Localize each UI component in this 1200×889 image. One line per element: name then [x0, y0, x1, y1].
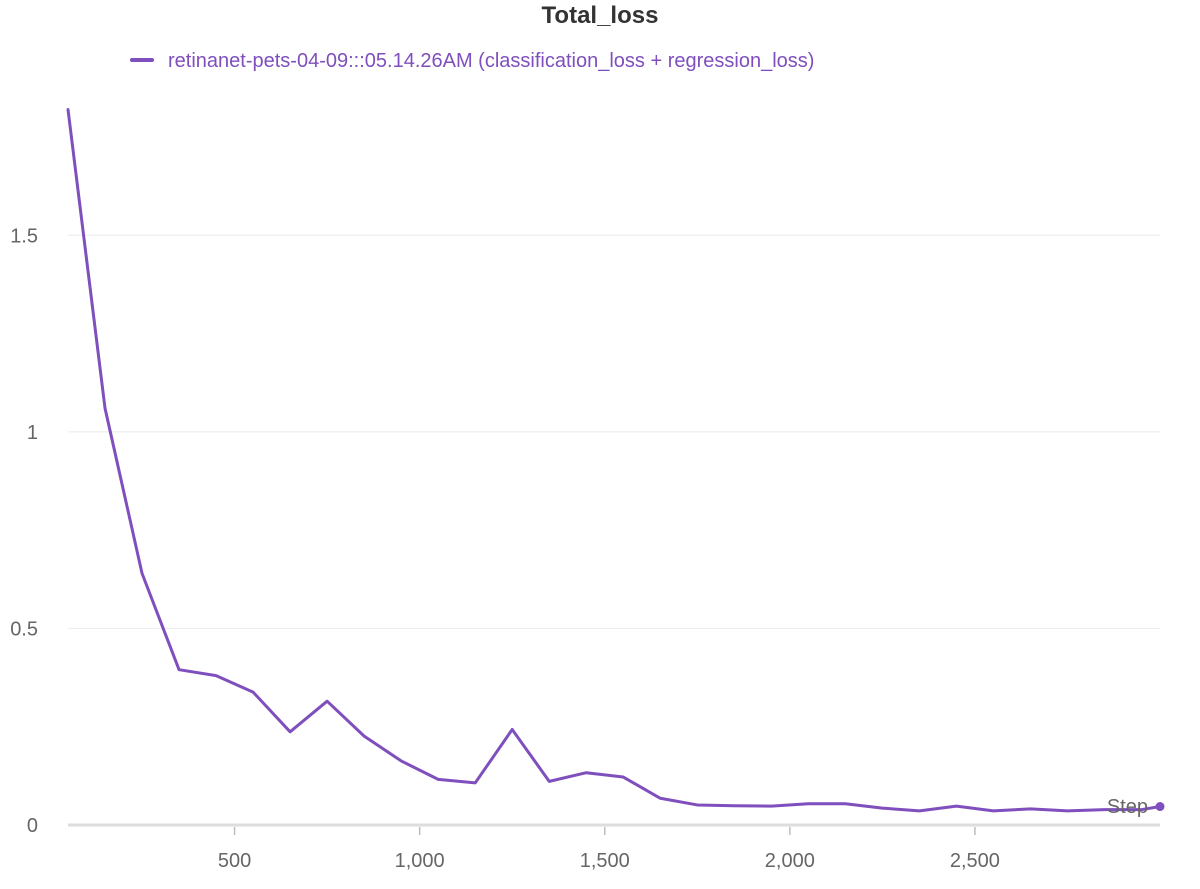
x-tick-label: 1,500	[580, 850, 630, 872]
y-tick-label: 1.5	[10, 225, 38, 247]
y-tick-label: 0	[27, 815, 38, 837]
x-tick-label: 2,500	[950, 850, 1000, 872]
y-tick-label: 0.5	[10, 618, 38, 640]
series-end-point	[1155, 802, 1165, 812]
x-tick-label: 2,000	[765, 850, 815, 872]
legend: retinanet-pets-04-09:::05.14.26AM (class…	[130, 50, 814, 72]
legend-series-label: retinanet-pets-04-09:::05.14.26AM (class…	[168, 50, 814, 72]
grid	[68, 234, 1160, 629]
axes	[68, 823, 1160, 835]
x-tick-label: 1,000	[395, 850, 445, 872]
y-tick-label: 1	[27, 422, 38, 444]
chart-title: Total_loss	[542, 2, 659, 29]
x-axis-label: Step	[1107, 796, 1148, 818]
x-tick-label: 500	[218, 850, 251, 872]
series-line	[66, 107, 1162, 813]
labels-layer: 0 0.5 1 1.5 500 1,000 1,500 2,000 2,500 Step	[10, 225, 1148, 872]
series-layer	[66, 107, 1165, 813]
